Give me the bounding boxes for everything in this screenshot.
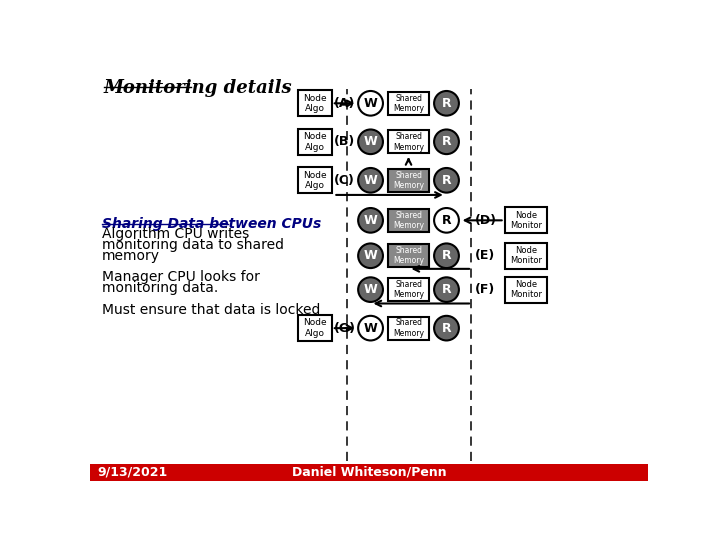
Bar [387,209,429,232]
Text: W: W [364,97,377,110]
Circle shape [358,244,383,268]
Text: Daniel Whiteson/Penn: Daniel Whiteson/Penn [292,465,446,478]
Text: Node
Algo: Node Algo [303,132,327,152]
Text: Node
Algo: Node Algo [303,93,327,113]
Circle shape [434,244,459,268]
Text: Shared
Memory: Shared Memory [393,319,424,338]
Text: Node
Monitor: Node Monitor [510,280,542,299]
Text: Shared
Memory: Shared Memory [393,93,424,113]
Text: W: W [364,174,377,187]
Text: R: R [441,283,451,296]
Text: Algorithm CPU writes: Algorithm CPU writes [102,227,249,241]
Text: R: R [441,214,451,227]
Text: (A): (A) [334,97,356,110]
Circle shape [434,208,459,233]
Text: monitoring data.: monitoring data. [102,281,218,295]
Text: memory: memory [102,249,160,263]
Text: (D): (D) [474,214,496,227]
Text: Must ensure that data is locked: Must ensure that data is locked [102,303,320,317]
Text: (E): (E) [474,249,495,262]
Circle shape [358,208,383,233]
Text: (C): (C) [334,174,355,187]
Bar [505,207,547,233]
Text: monitoring data to shared: monitoring data to shared [102,238,284,252]
Bar [505,242,547,269]
Bar [297,167,332,193]
Text: W: W [364,249,377,262]
Circle shape [434,278,459,302]
Text: Shared
Memory: Shared Memory [393,280,424,299]
Circle shape [434,316,459,340]
Circle shape [434,130,459,154]
Text: R: R [441,249,451,262]
Circle shape [358,91,383,116]
Text: 9/13/2021: 9/13/2021 [98,465,168,478]
Bar [505,276,547,303]
Text: W: W [364,283,377,296]
Bar [387,130,429,153]
Circle shape [358,130,383,154]
Text: Manager CPU looks for: Manager CPU looks for [102,271,259,285]
Circle shape [358,168,383,193]
Text: Node
Monitor: Node Monitor [510,211,542,230]
Text: Shared
Memory: Shared Memory [393,246,424,266]
Text: R: R [441,322,451,335]
Text: Shared
Memory: Shared Memory [393,211,424,230]
Text: R: R [441,136,451,148]
Circle shape [434,91,459,116]
Circle shape [358,316,383,340]
Circle shape [434,168,459,193]
Text: Node
Algo: Node Algo [303,319,327,338]
Bar [387,244,429,267]
Text: W: W [364,214,377,227]
Bar [297,315,332,341]
Text: (B): (B) [334,136,356,148]
Text: Node
Algo: Node Algo [303,171,327,190]
Text: Shared
Memory: Shared Memory [393,171,424,190]
Text: W: W [364,322,377,335]
Text: R: R [441,97,451,110]
Bar [387,168,429,192]
Text: (F): (F) [474,283,495,296]
Bar [90,464,648,481]
Text: (G): (G) [334,322,356,335]
Bar [387,92,429,115]
Text: Node
Monitor: Node Monitor [510,246,542,266]
Bar [297,90,332,117]
Text: Monitoring details: Monitoring details [104,79,292,97]
Text: W: W [364,136,377,148]
Circle shape [358,278,383,302]
Text: R: R [441,174,451,187]
Bar [297,129,332,155]
Bar [387,316,429,340]
Text: Sharing Data between CPUs: Sharing Data between CPUs [102,217,321,231]
Bar [387,278,429,301]
Text: Shared
Memory: Shared Memory [393,132,424,152]
